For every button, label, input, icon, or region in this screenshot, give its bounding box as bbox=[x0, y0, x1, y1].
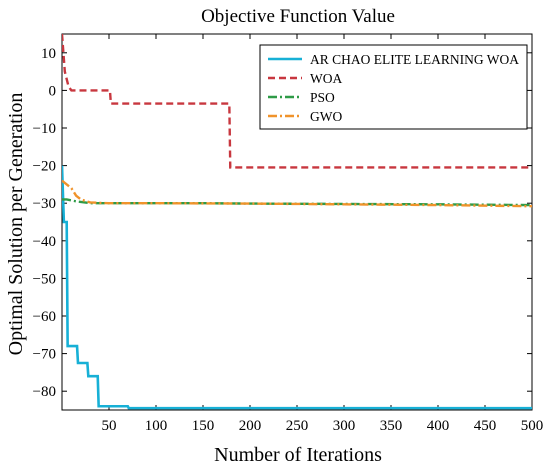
series-line-3 bbox=[62, 179, 532, 208]
x-tick-label: 200 bbox=[239, 418, 262, 434]
legend: AR CHAO ELITE LEARNING WOA WOA PSO GWO bbox=[259, 44, 528, 130]
y-tick-label: −40 bbox=[33, 234, 56, 250]
x-tick-label: 400 bbox=[427, 418, 450, 434]
legend-label-3: GWO bbox=[310, 109, 342, 124]
x-tick-label: 50 bbox=[102, 418, 117, 434]
x-tick-label: 300 bbox=[333, 418, 356, 434]
plot-area: 50 100 150 200 250 300 350 400 450 500100−10−20−3… bbox=[33, 33, 544, 434]
y-tick-label: −50 bbox=[33, 271, 56, 287]
x-tick-label: 250 bbox=[286, 418, 309, 434]
y-tick-label: −80 bbox=[33, 384, 56, 400]
legend-box bbox=[259, 44, 528, 130]
series-line-2 bbox=[62, 198, 532, 207]
x-tick-label: 100 bbox=[145, 418, 168, 434]
series-line-1 bbox=[62, 34, 532, 169]
chart-title: Objective Function Value bbox=[201, 6, 395, 27]
y-tick-label: −20 bbox=[33, 159, 56, 175]
y-tick-label: −30 bbox=[33, 196, 56, 212]
x-tick-label: 150 bbox=[192, 418, 215, 434]
y-tick-label: 10 bbox=[41, 46, 56, 62]
legend-label-0: AR CHAO ELITE LEARNING WOA bbox=[310, 52, 519, 67]
x-tick-label: 450 bbox=[474, 418, 497, 434]
legend-label-2: PSO bbox=[310, 90, 335, 105]
y-tick-label: −10 bbox=[33, 121, 56, 137]
y-tick-label: −60 bbox=[33, 309, 56, 325]
x-tick-label: 500 bbox=[521, 418, 544, 434]
y-tick-label: −70 bbox=[33, 347, 56, 363]
y-tick-label: 0 bbox=[49, 83, 57, 99]
y-axis-label: Optimal Solution per Generation bbox=[5, 93, 27, 356]
x-tick-label: 350 bbox=[380, 418, 403, 434]
x-axis-label: Number of Iterations bbox=[214, 444, 382, 466]
series-line-0 bbox=[62, 165, 532, 410]
legend-label-1: WOA bbox=[310, 71, 342, 86]
